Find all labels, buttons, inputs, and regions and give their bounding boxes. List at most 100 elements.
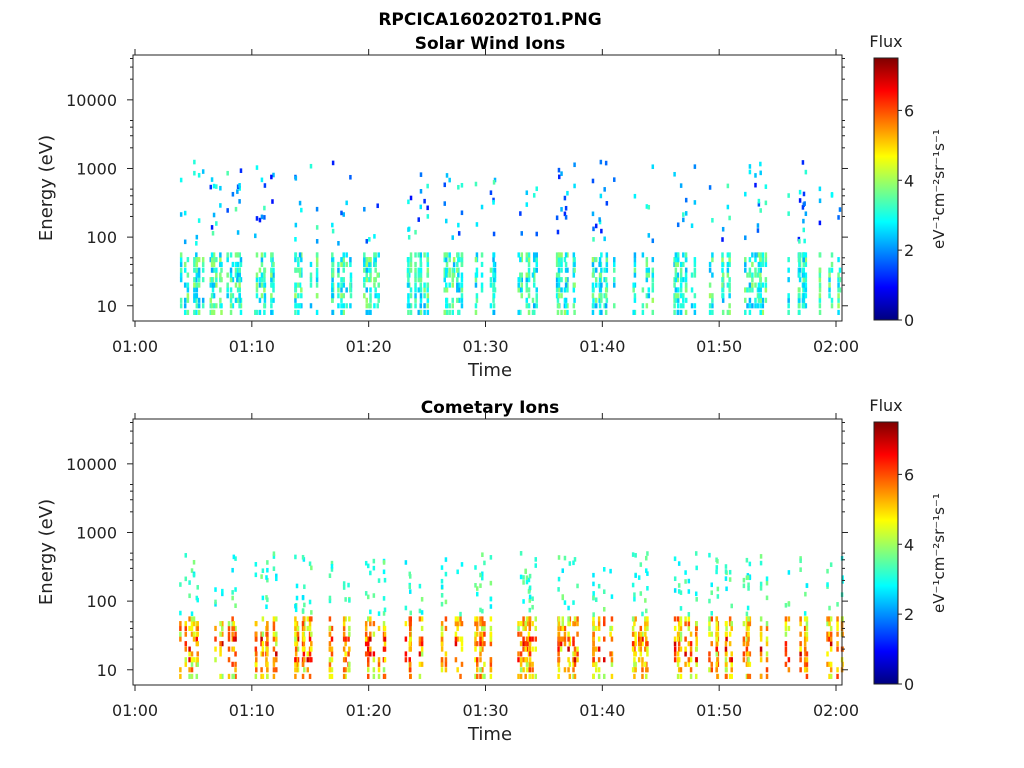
flux-cell [708, 621, 711, 627]
flux-cell [568, 661, 572, 667]
flux-cell [272, 661, 276, 667]
flux-cell [272, 616, 276, 622]
flux-cell [674, 257, 678, 263]
flux-cell [634, 631, 637, 637]
flux-cell [557, 616, 561, 622]
flux-cell [303, 584, 306, 590]
flux-cell [557, 555, 561, 560]
flux-cell [711, 272, 714, 278]
flux-cell [728, 252, 731, 258]
flux-cell [340, 287, 343, 293]
flux-cell [184, 657, 188, 663]
flux-cell [440, 667, 444, 673]
flux-cell [215, 277, 218, 283]
flux-cell [294, 651, 298, 657]
flux-cell [366, 661, 370, 667]
flux-cell [730, 661, 733, 667]
flux-cell [567, 621, 570, 627]
flux-cell [592, 595, 595, 600]
flux-cell [744, 297, 747, 303]
flux-cell [383, 636, 387, 642]
flux-cell [226, 293, 229, 299]
flux-cell [591, 309, 595, 315]
flux-cell [409, 257, 413, 263]
flux-cell [560, 207, 563, 212]
flux-cell [406, 272, 410, 278]
flux-cell [560, 293, 563, 299]
flux-cell [561, 625, 565, 632]
flux-cell [836, 646, 839, 652]
flux-cell [423, 293, 426, 299]
flux-cell [633, 657, 636, 663]
flux-cell [419, 277, 423, 283]
flux-cell [689, 667, 693, 673]
flux-cell [210, 225, 214, 230]
flux-cell [520, 277, 523, 283]
flux-cell [804, 211, 808, 217]
flux-cell [603, 187, 606, 192]
flux-cell [605, 297, 609, 303]
flux-cell [676, 636, 680, 642]
flux-cell [519, 287, 522, 293]
flux-cell [573, 621, 577, 627]
flux-cell [406, 303, 410, 309]
panel-title: Cometary Ions [421, 398, 560, 418]
flux-cell [294, 625, 297, 632]
y-tick-label: 100 [86, 592, 117, 611]
flux-cell [443, 252, 447, 258]
flux-cell [559, 641, 563, 647]
flux-cell [528, 636, 532, 642]
flux-cell [558, 287, 561, 293]
flux-cell [597, 621, 601, 627]
flux-cell [818, 277, 822, 283]
flux-cell [525, 646, 529, 652]
flux-cell [597, 667, 601, 673]
flux-cell [263, 267, 266, 273]
flux-cell [836, 625, 839, 632]
flux-cell [179, 667, 182, 673]
flux-cell [830, 267, 834, 273]
flux-cell [684, 277, 688, 283]
flux-cell [805, 661, 809, 667]
flux-cell [557, 641, 561, 647]
flux-cell [369, 297, 372, 303]
flux-cell [644, 616, 647, 622]
flux-cell [818, 293, 822, 299]
flux-cell [676, 673, 680, 679]
flux-cell [201, 261, 205, 268]
flux-cell [460, 272, 464, 278]
flux-cell [408, 661, 412, 667]
flux-cell [676, 272, 680, 278]
flux-cell [631, 641, 635, 647]
flux-cell [302, 651, 306, 657]
flux-cell [263, 277, 266, 283]
flux-cell [303, 625, 306, 632]
flux-cell [408, 631, 412, 637]
flux-cell [531, 646, 534, 652]
flux-cell [726, 183, 730, 189]
flux-cell [828, 287, 831, 293]
flux-cell [804, 591, 807, 597]
flux-cell [567, 616, 570, 622]
flux-cell [561, 594, 565, 599]
flux-cell [331, 277, 334, 283]
flux-cell [673, 657, 677, 663]
flux-cell [528, 657, 532, 663]
flux-cell [294, 267, 298, 273]
flux-cell [426, 205, 429, 211]
flux-cell [300, 257, 303, 263]
flux-cell [231, 191, 235, 197]
flux-cell [747, 621, 750, 627]
flux-cell [347, 636, 350, 642]
flux-cell [212, 267, 216, 273]
flux-cell [532, 267, 536, 273]
flux-cell [231, 303, 235, 309]
flux-cell [828, 293, 831, 299]
flux-cell [765, 580, 769, 586]
flux-cell [266, 567, 269, 573]
flux-cell [633, 621, 636, 627]
flux-cell [454, 621, 458, 627]
flux-cell [708, 282, 712, 288]
flux-cell [598, 277, 602, 283]
flux-cell [337, 261, 340, 268]
